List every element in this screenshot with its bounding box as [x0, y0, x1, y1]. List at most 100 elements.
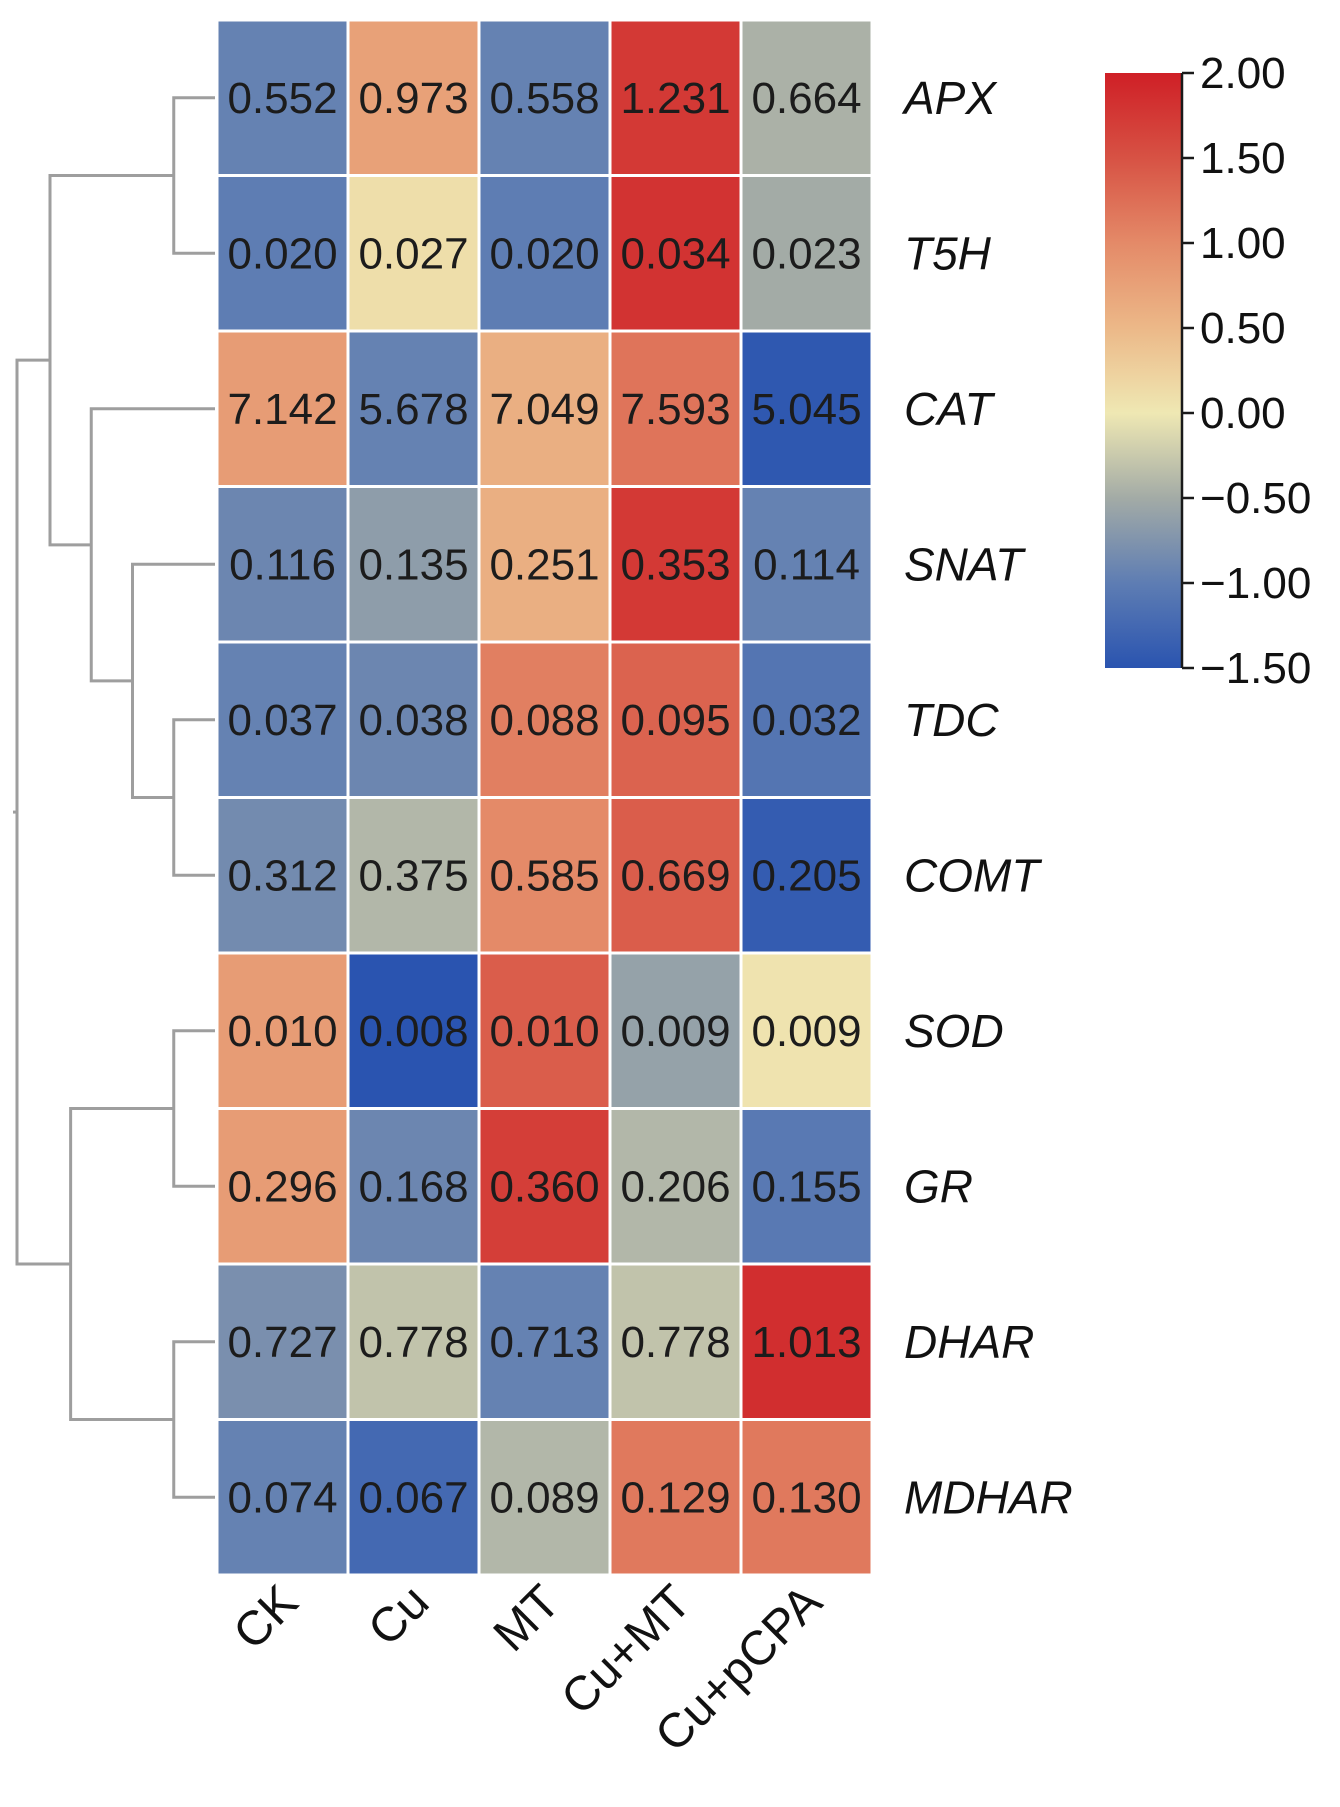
cell-mdhar-mt: [480, 1421, 609, 1574]
cell-value-dhar-cu-plus-mt: 0.778: [620, 1318, 730, 1367]
cell-value-t5h-cu-plus-mt: 0.034: [620, 229, 730, 278]
cell-mdhar-ck: [218, 1421, 347, 1574]
cell-dhar-cu-plus-mt: [611, 1265, 740, 1418]
cell-gr-cu: [349, 1110, 478, 1263]
cell-value-cat-cu-plus-mt: 7.593: [620, 385, 730, 434]
row-label-dhar: DHAR: [904, 1316, 1034, 1368]
cell-apx-cu-plus-pcpa: [742, 21, 871, 174]
cell-comt-cu-plus-mt: [611, 799, 740, 952]
cell-value-tdc-cu-plus-pcpa: 0.032: [751, 696, 861, 745]
row-label-comt: COMT: [904, 849, 1042, 901]
dendrogram-branch-n-dhar-mdhar: [172, 1340, 215, 1499]
cell-mdhar-cu-plus-pcpa: [742, 1421, 871, 1574]
cell-value-comt-cu-plus-mt: 0.669: [620, 851, 730, 900]
cell-value-apx-cu-plus-pcpa: 0.664: [751, 74, 861, 123]
cell-value-snat-cu-plus-mt: 0.353: [620, 540, 730, 589]
row-dendrogram: [13, 96, 215, 1499]
cell-value-t5h-cu: 0.027: [358, 229, 468, 278]
cell-tdc-cu: [349, 643, 478, 796]
row-label-sod: SOD: [904, 1005, 1004, 1057]
cell-comt-ck: [218, 799, 347, 952]
legend-tick-label: 0.50: [1200, 304, 1286, 353]
legend-color-bar: [1105, 73, 1182, 668]
cell-value-gr-cu-plus-mt: 0.206: [620, 1162, 730, 1211]
dendrogram-branch-n-root: [15, 358, 71, 1266]
cell-sod-ck: [218, 954, 347, 1107]
cell-value-comt-mt: 0.585: [489, 851, 599, 900]
row-label-apx: APX: [901, 72, 998, 124]
legend-tick-label: −1.00: [1200, 559, 1311, 608]
cell-value-t5h-ck: 0.020: [227, 229, 337, 278]
cell-value-cat-ck: 7.142: [227, 385, 337, 434]
cell-t5h-cu-plus-pcpa: [742, 177, 871, 330]
row-label-gr: GR: [904, 1160, 973, 1212]
cell-snat-ck: [218, 488, 347, 641]
cell-apx-cu: [349, 21, 478, 174]
cell-value-mdhar-cu: 0.067: [358, 1473, 468, 1522]
cell-value-snat-cu: 0.135: [358, 540, 468, 589]
cell-value-dhar-cu-plus-pcpa: 1.013: [751, 1318, 861, 1367]
legend-tick-label: −0.50: [1200, 474, 1311, 523]
cell-value-tdc-ck: 0.037: [227, 696, 337, 745]
cell-value-snat-ck: 0.116: [229, 540, 336, 589]
color-legend: 2.00 1.50 1.00 0.50 0.00 −0.50 −1.00 −1.50: [1105, 49, 1311, 693]
cell-value-tdc-cu-plus-mt: 0.095: [620, 696, 730, 745]
cell-cat-cu-plus-pcpa: [742, 332, 871, 485]
cell-value-sod-cu-plus-mt: 0.009: [620, 1007, 730, 1056]
cell-comt-cu-plus-pcpa: [742, 799, 871, 952]
cell-value-sod-ck: 0.010: [227, 1007, 337, 1056]
cell-tdc-mt: [480, 643, 609, 796]
cell-value-gr-cu-plus-pcpa: 0.155: [751, 1162, 861, 1211]
column-label-cu: Cu: [358, 1575, 439, 1656]
dendrogram-branch-n-tdc-comt: [172, 718, 215, 877]
dendrogram-branch-n-lower: [69, 1107, 174, 1421]
cell-value-cat-cu-plus-pcpa: 5.045: [751, 385, 861, 434]
cell-value-dhar-cu: 0.778: [358, 1318, 468, 1367]
column-label-ck: CK: [224, 1575, 309, 1660]
cell-t5h-cu: [349, 177, 478, 330]
cell-value-t5h-cu-plus-pcpa: 0.023: [751, 229, 861, 278]
cell-value-mdhar-cu-plus-mt: 0.129: [620, 1473, 730, 1522]
cell-apx-cu-plus-mt: [611, 21, 740, 174]
cell-sod-cu: [349, 954, 478, 1107]
cell-value-apx-cu-plus-mt: 1.231: [620, 74, 730, 123]
dendrogram-branch-n-apx-t5h: [172, 96, 215, 255]
cell-value-gr-cu: 0.168: [358, 1162, 468, 1211]
cell-value-sod-cu: 0.008: [358, 1007, 468, 1056]
cell-snat-cu: [349, 488, 478, 641]
cell-value-snat-mt: 0.251: [489, 540, 599, 589]
cell-sod-cu-plus-pcpa: [742, 954, 871, 1107]
row-label-mdhar: MDHAR: [904, 1471, 1073, 1523]
cell-comt-cu: [349, 799, 478, 952]
cell-snat-mt: [480, 488, 609, 641]
cell-apx-ck: [218, 21, 347, 174]
legend-tick-label: 1.00: [1200, 219, 1286, 268]
cell-value-comt-cu-plus-pcpa: 0.205: [751, 851, 861, 900]
row-labels: APX T5H CAT SNAT TDC COMT SOD GR DHAR MDHAR: [901, 72, 1073, 1524]
legend-tick-label: 1.50: [1200, 134, 1286, 183]
cell-value-dhar-ck: 0.727: [227, 1318, 337, 1367]
cell-snat-cu-plus-pcpa: [742, 488, 871, 641]
cell-cat-cu: [349, 332, 478, 485]
cell-tdc-cu-plus-pcpa: [742, 643, 871, 796]
cell-value-gr-mt: 0.360: [489, 1162, 599, 1211]
cell-comt-mt: [480, 799, 609, 952]
row-label-t5h: T5H: [904, 227, 992, 279]
cell-value-cat-mt: 7.049: [489, 385, 599, 434]
cell-value-t5h-mt: 0.020: [489, 229, 599, 278]
cell-value-sod-cu-plus-pcpa: 0.009: [751, 1007, 861, 1056]
row-label-snat: SNAT: [904, 538, 1026, 590]
cell-value-sod-mt: 0.010: [489, 1007, 599, 1056]
cell-tdc-cu-plus-mt: [611, 643, 740, 796]
cell-mdhar-cu: [349, 1421, 478, 1574]
dendrogram-branch-n-cat-group: [89, 407, 215, 683]
cell-value-mdhar-ck: 0.074: [227, 1473, 337, 1522]
cell-apx-mt: [480, 21, 609, 174]
cell-value-apx-ck: 0.552: [227, 74, 337, 123]
cell-value-snat-cu-plus-pcpa: 0.114: [753, 540, 860, 589]
cell-cat-cu-plus-mt: [611, 332, 740, 485]
cell-value-tdc-mt: 0.088: [489, 696, 599, 745]
cell-cat-ck: [218, 332, 347, 485]
cell-value-apx-cu: 0.973: [358, 74, 468, 123]
